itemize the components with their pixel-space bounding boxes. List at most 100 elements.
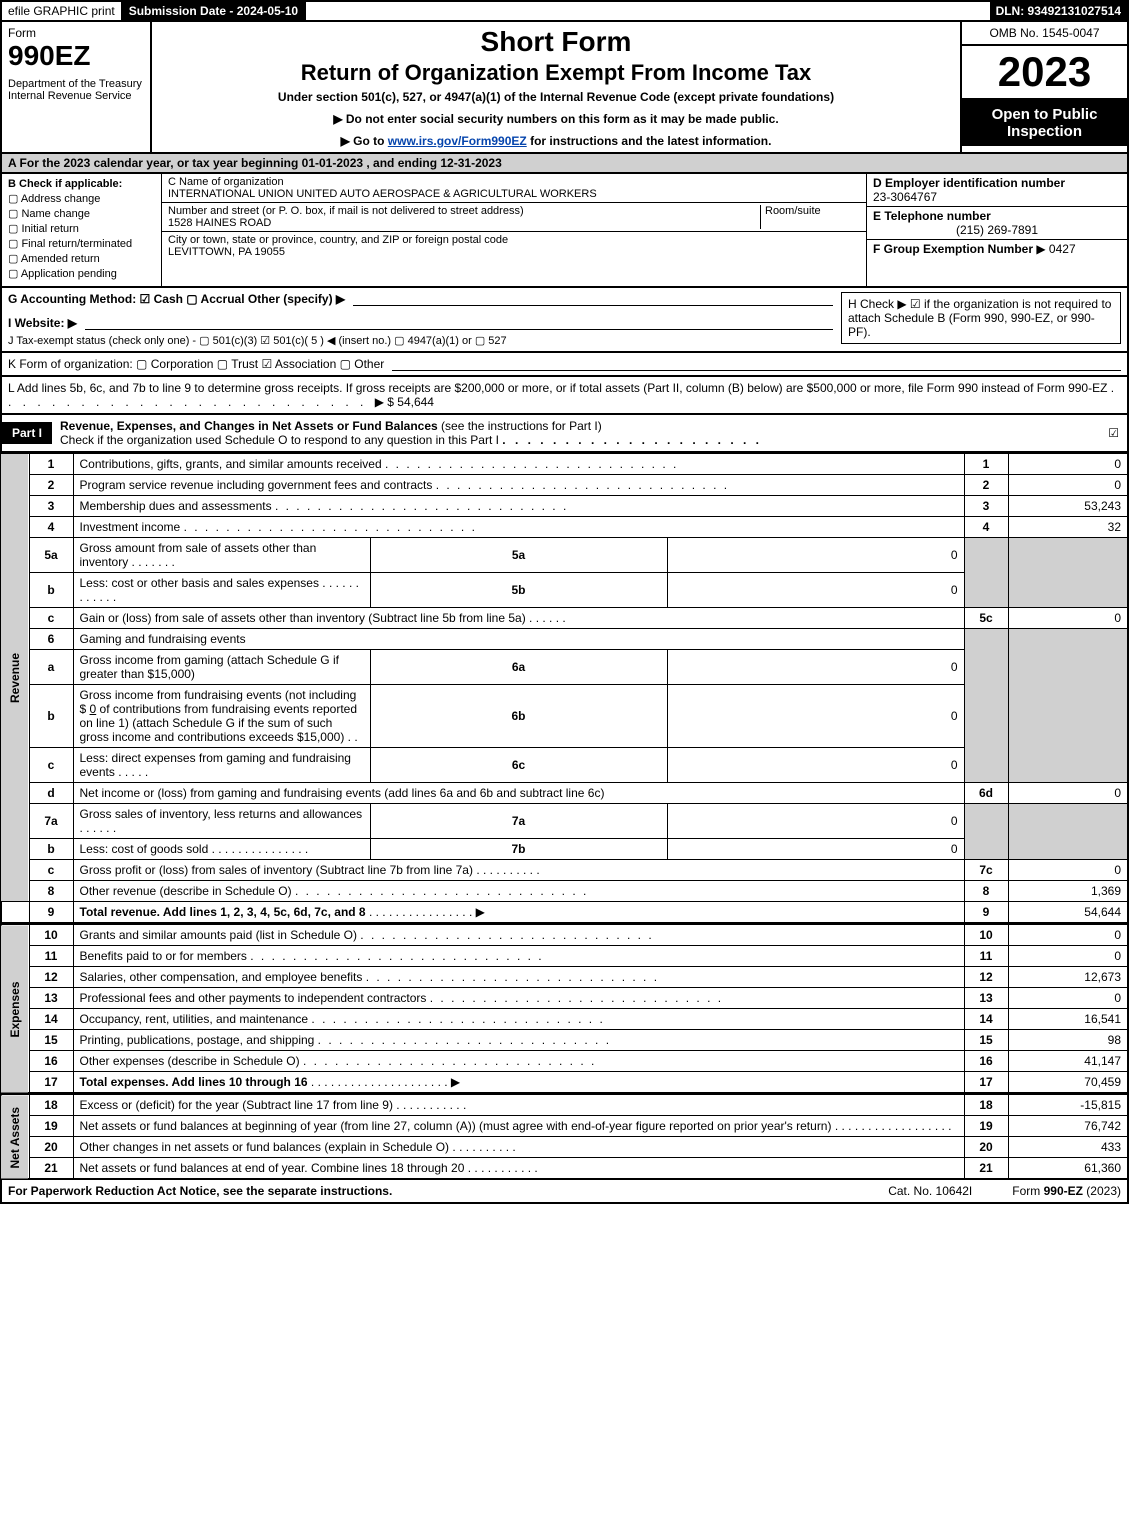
g-accounting: G Accounting Method: ☑ Cash ▢ Accrual Ot…: [8, 292, 345, 306]
line-6b-sub: 6b: [370, 685, 667, 748]
title-return: Return of Organization Exempt From Incom…: [160, 60, 952, 86]
check-name-change[interactable]: Name change: [8, 207, 155, 220]
line-18-desc: Excess or (deficit) for the year (Subtra…: [73, 1095, 964, 1116]
c-city-label: City or town, state or province, country…: [168, 234, 860, 246]
line-21-val: 61,360: [1008, 1158, 1128, 1180]
g-other-input[interactable]: [353, 292, 833, 306]
efile-label[interactable]: efile GRAPHIC print: [2, 2, 123, 20]
line-7c-desc: Gross profit or (loss) from sales of inv…: [73, 860, 964, 881]
part-i-check-line: Check if the organization used Schedule …: [60, 433, 499, 447]
line-5c-desc: Gain or (loss) from sale of assets other…: [73, 608, 964, 629]
revenue-table: Revenue 1 Contributions, gifts, grants, …: [0, 453, 1129, 924]
row-g-h: G Accounting Method: ☑ Cash ▢ Accrual Ot…: [0, 288, 1129, 353]
col-b-checks: B Check if applicable: Address change Na…: [2, 174, 162, 286]
omb-number: OMB No. 1545-0047: [962, 22, 1127, 46]
k-form-org: K Form of organization: ▢ Corporation ▢ …: [8, 357, 384, 371]
line-5b-subval: 0: [667, 573, 964, 608]
line-11-desc: Benefits paid to or for members: [73, 946, 964, 967]
line-5a-sub: 5a: [370, 538, 667, 573]
l-amount: ▶ $ 54,644: [375, 395, 434, 409]
room-suite-label: Room/suite: [765, 205, 860, 217]
b-label: B Check if applicable:: [8, 178, 122, 190]
h-schedule-b: H Check ▶ ☑ if the organization is not r…: [841, 292, 1121, 344]
line-8-desc: Other revenue (describe in Schedule O): [73, 881, 964, 902]
website-input[interactable]: [85, 316, 833, 330]
line-4-desc: Investment income: [73, 517, 964, 538]
line-4-val: 32: [1008, 517, 1128, 538]
check-pending[interactable]: Application pending: [8, 267, 155, 280]
line-10-desc: Grants and similar amounts paid (list in…: [73, 925, 964, 946]
part-i-tag: Part I: [2, 422, 52, 444]
line-6b-amt: 0: [90, 702, 97, 716]
check-address-change[interactable]: Address change: [8, 192, 155, 205]
footer-form-ref: Form 990-EZ (2023): [1012, 1184, 1121, 1198]
group-exemption: ▶ 0427: [1036, 242, 1075, 256]
line-12-desc: Salaries, other compensation, and employ…: [73, 967, 964, 988]
line-14-val: 16,541: [1008, 1009, 1128, 1030]
line-7a-desc: Gross sales of inventory, less returns a…: [73, 804, 370, 839]
check-initial-return[interactable]: Initial return: [8, 222, 155, 235]
l-text: L Add lines 5b, 6c, and 7b to line 9 to …: [8, 381, 1107, 395]
line-17-desc: Total expenses. Add lines 10 through 16 …: [73, 1072, 964, 1094]
line-2-desc: Program service revenue including govern…: [73, 475, 964, 496]
part-i-header: Part I Revenue, Expenses, and Changes in…: [0, 415, 1129, 453]
line-19-val: 76,742: [1008, 1116, 1128, 1137]
footer-left: For Paperwork Reduction Act Notice, see …: [8, 1184, 392, 1198]
line-9-desc: Total revenue. Add lines 1, 2, 3, 4, 5c,…: [73, 902, 964, 924]
line-6d-val: 0: [1008, 783, 1128, 804]
line-7a-sub: 7a: [370, 804, 667, 839]
line-3-val: 53,243: [1008, 496, 1128, 517]
note-ssn: ▶ Do not enter social security numbers o…: [160, 112, 952, 126]
line-7b-subval: 0: [667, 839, 964, 860]
department: Department of the Treasury Internal Reve…: [8, 78, 144, 102]
d-label: D Employer identification number: [873, 176, 1065, 190]
j-tax-exempt: J Tax-exempt status (check only one) - ▢…: [8, 334, 833, 347]
f-label: F Group Exemption Number: [873, 242, 1033, 256]
line-5a-desc: Gross amount from sale of assets other t…: [73, 538, 370, 573]
line-5c-val: 0: [1008, 608, 1128, 629]
note-link: ▶ Go to www.irs.gov/Form990EZ for instru…: [160, 134, 952, 148]
line-7c-val: 0: [1008, 860, 1128, 881]
row-a-period: A For the 2023 calendar year, or tax yea…: [0, 154, 1129, 174]
check-final-return[interactable]: Final return/terminated: [8, 237, 155, 250]
org-info-block: B Check if applicable: Address change Na…: [0, 174, 1129, 288]
net-assets-table: Net Assets 18 Excess or (deficit) for th…: [0, 1094, 1129, 1180]
dln: DLN: 93492131027514: [990, 2, 1127, 20]
irs-link[interactable]: www.irs.gov/Form990EZ: [388, 134, 527, 148]
line-1-desc: Contributions, gifts, grants, and simila…: [73, 454, 964, 475]
phone-value: (215) 269-7891: [873, 223, 1121, 237]
note-link-post: for instructions and the latest informat…: [527, 134, 772, 148]
line-9-val: 54,644: [1008, 902, 1128, 924]
note-link-pre: ▶ Go to: [341, 134, 388, 148]
page-footer: For Paperwork Reduction Act Notice, see …: [0, 1180, 1129, 1204]
check-amended[interactable]: Amended return: [8, 252, 155, 265]
k-other-input[interactable]: [392, 357, 1121, 371]
line-6c-sub: 6c: [370, 748, 667, 783]
line-14-desc: Occupancy, rent, utilities, and maintena…: [73, 1009, 964, 1030]
side-expenses: Expenses: [1, 925, 29, 1094]
line-20-val: 433: [1008, 1137, 1128, 1158]
c-addr-label: Number and street (or P. O. box, if mail…: [168, 205, 760, 217]
line-21-desc: Net assets or fund balances at end of ye…: [73, 1158, 964, 1180]
side-revenue: Revenue: [1, 454, 29, 902]
line-5b-desc: Less: cost or other basis and sales expe…: [73, 573, 370, 608]
line-5a-subval: 0: [667, 538, 964, 573]
line-6a-desc: Gross income from gaming (attach Schedul…: [73, 650, 370, 685]
line-20-desc: Other changes in net assets or fund bala…: [73, 1137, 964, 1158]
part-i-title: Revenue, Expenses, and Changes in Net As…: [60, 419, 438, 433]
line-7a-subval: 0: [667, 804, 964, 839]
line-3-desc: Membership dues and assessments: [73, 496, 964, 517]
part-i-schedule-o-check[interactable]: ☑: [1100, 422, 1127, 444]
line-2-val: 0: [1008, 475, 1128, 496]
tax-year: 2023: [962, 46, 1127, 100]
line-15-desc: Printing, publications, postage, and shi…: [73, 1030, 964, 1051]
c-name-label: C Name of organization: [168, 176, 860, 188]
line-19-desc: Net assets or fund balances at beginning…: [73, 1116, 964, 1137]
part-i-sub: (see the instructions for Part I): [441, 419, 602, 433]
line-6c-subval: 0: [667, 748, 964, 783]
e-label: E Telephone number: [873, 209, 991, 223]
line-6b-subval: 0: [667, 685, 964, 748]
top-bar: efile GRAPHIC print Submission Date - 20…: [0, 0, 1129, 22]
line-10-val: 0: [1008, 925, 1128, 946]
line-13-val: 0: [1008, 988, 1128, 1009]
